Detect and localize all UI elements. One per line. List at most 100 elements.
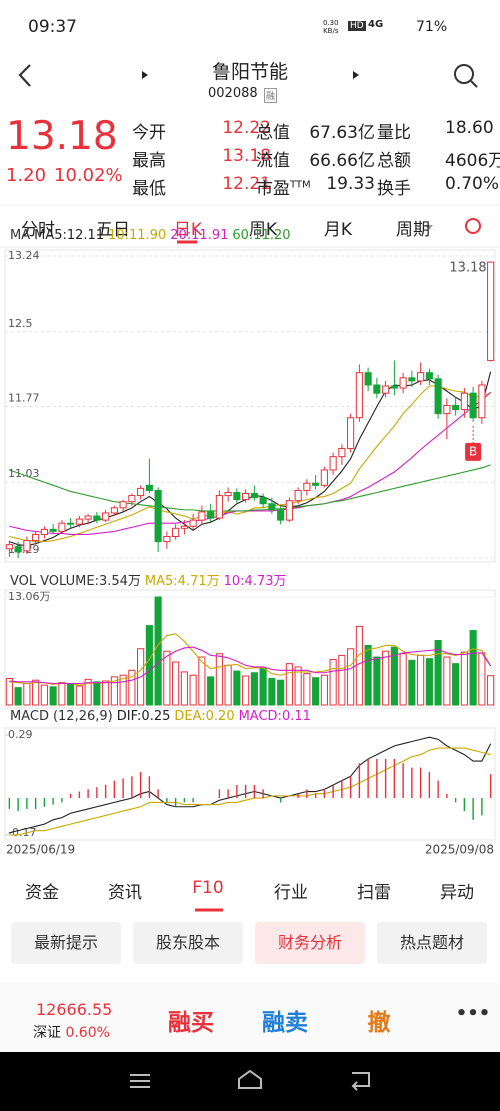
legend-item: MACD [10, 709, 49, 724]
search-icon [470, 80, 478, 88]
volume-bar [320, 674, 328, 706]
field-label: 总额 [377, 151, 411, 171]
period-tab[interactable]: 五日 [96, 220, 130, 240]
x-tick-label: 2025/06/19 [6, 843, 75, 857]
back-icon[interactable] [18, 64, 31, 87]
candle-body [242, 493, 250, 501]
button[interactable]: 热点题材 [377, 922, 487, 964]
candle-body [373, 384, 381, 394]
annotation: B [469, 444, 477, 458]
period-tab[interactable]: 分时 [21, 220, 55, 240]
volume-bar [154, 596, 162, 706]
action[interactable]: ••• [455, 1003, 491, 1024]
change: 1.20 [6, 165, 47, 186]
period-tab[interactable]: 日K [173, 220, 203, 240]
bottom-tab[interactable]: 异动 [440, 883, 474, 903]
search-icon[interactable] [454, 64, 474, 84]
y-tick-label: -0.17 [8, 826, 36, 839]
y-tick-label: 13.24 [8, 249, 40, 262]
volume-bar [32, 679, 40, 706]
period-tab[interactable]: 月K [323, 220, 353, 240]
candle-body [198, 511, 206, 521]
candle-body [5, 544, 13, 550]
stock-name: 鲁阳节能 [211, 61, 288, 83]
y-tick-label: 0.29 [8, 728, 33, 741]
dropdown-icon [425, 225, 433, 230]
candle-body [487, 261, 495, 361]
period-tab[interactable]: 周期 [396, 220, 430, 240]
legend-item: DIF:0.25 [116, 709, 171, 724]
candle-body [250, 493, 258, 499]
bottom-tab[interactable]: 扫雷 [357, 883, 391, 903]
candle-body [294, 489, 302, 502]
legend: VOL VOLUME:3.54万 MA5:4.71万 10:4.73万 [10, 570, 291, 589]
action[interactable]: 撤 [367, 1010, 391, 1036]
candle-body [215, 495, 223, 519]
volume-bar [5, 678, 13, 706]
volume-bar [417, 654, 425, 706]
button[interactable]: 股东股本 [133, 922, 243, 964]
field-value: 13.18 [222, 146, 271, 166]
nav-menu[interactable] [130, 1074, 150, 1088]
field-label: 最低 [132, 179, 166, 199]
volume-bar [58, 682, 66, 706]
candle-body [390, 385, 398, 389]
candle-body [32, 533, 40, 542]
volume-bar [110, 676, 118, 706]
bottom-tab[interactable]: 行业 [274, 883, 308, 903]
volume-bar [189, 674, 197, 706]
volume-bar [145, 625, 153, 706]
candle-body [163, 536, 171, 543]
volume-bar [382, 650, 390, 706]
candle-body [320, 469, 328, 486]
stock-code: 002088 [208, 86, 258, 101]
volume-bar [425, 658, 433, 706]
candle-body [303, 482, 311, 491]
index-line: 深证 0.60% [33, 1022, 110, 1042]
candle-body [285, 500, 293, 521]
candle-body [355, 372, 363, 419]
net-speed: 0.30 KB/s [323, 19, 339, 35]
volume-bar [312, 677, 320, 706]
bottom-tab[interactable]: F10 [192, 878, 224, 898]
candle-body [469, 392, 477, 419]
candle-body [75, 518, 83, 525]
bottom-tab[interactable]: 资讯 [108, 883, 142, 903]
action[interactable]: 融卖 [262, 1010, 308, 1036]
candle-body [233, 491, 241, 501]
field-label: 总值 [256, 123, 290, 143]
volume-bar [102, 680, 110, 706]
volume-bar [443, 656, 451, 706]
candle-body [137, 487, 145, 497]
macd-frame [4, 727, 496, 841]
candle-body [180, 525, 188, 529]
volume-bar [242, 675, 250, 706]
nav-back[interactable] [351, 1072, 370, 1091]
candle-body [399, 377, 407, 389]
x-tick-label: 2025/09/08 [425, 843, 494, 857]
speed-unit: KB/s [323, 27, 339, 35]
candle-body [277, 509, 285, 521]
network: 4G [368, 19, 384, 30]
button[interactable]: 财务分析 [255, 922, 365, 964]
legend-item: DEA:0.20 [174, 709, 235, 724]
bottom-tab[interactable]: 资金 [25, 883, 59, 903]
index-value: 12666.55 [36, 1000, 113, 1019]
period-tab[interactable]: 周K [248, 220, 278, 240]
nav-home[interactable] [238, 1069, 262, 1089]
button[interactable]: 最新提示 [11, 922, 121, 964]
volume-bar [373, 656, 381, 706]
volume-bar [434, 639, 442, 706]
candle-body [417, 372, 425, 382]
volume-bar [93, 681, 101, 706]
volume-bar [347, 648, 355, 706]
volume-bar [390, 646, 398, 706]
volume-bar [224, 664, 232, 706]
settings-icon[interactable] [465, 218, 481, 234]
volume-bar [75, 685, 83, 706]
y-tick-label: 11.03 [8, 467, 40, 480]
field-label: 流值 [256, 151, 290, 171]
candle-body [23, 540, 31, 552]
field-label: 量比 [377, 123, 411, 143]
action[interactable]: 融买 [168, 1010, 214, 1036]
